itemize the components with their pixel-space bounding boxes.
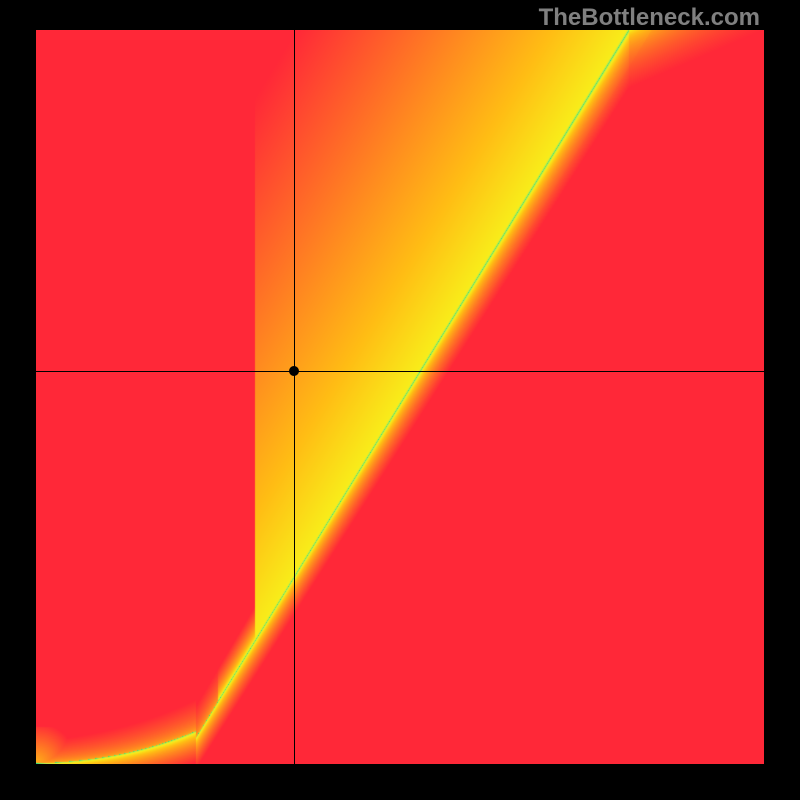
watermark-text: TheBottleneck.com xyxy=(539,4,760,32)
crosshair-horizontal xyxy=(36,371,764,372)
heatmap-plot xyxy=(36,30,764,764)
border-right xyxy=(764,0,800,800)
heatmap-canvas xyxy=(36,30,764,764)
crosshair-vertical xyxy=(294,30,295,764)
border-left xyxy=(0,0,36,800)
border-bottom xyxy=(0,764,800,800)
chart-frame: TheBottleneck.com xyxy=(0,0,800,800)
